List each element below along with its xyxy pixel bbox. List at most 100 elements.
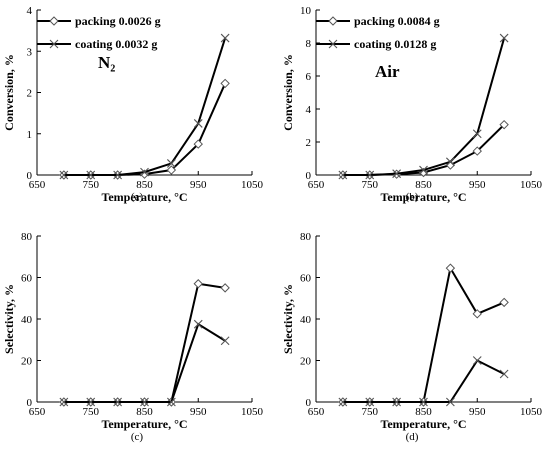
panel-d-x-tick-label: 650 (308, 406, 325, 418)
panel-c-x-tick-label: 750 (83, 406, 100, 418)
panel-c-x-tick-label: 1050 (241, 406, 264, 418)
panel-b-series-1-point-2 (392, 169, 402, 179)
panel-d-x-tick-label: 850 (415, 406, 432, 418)
panel-a-series-1-line (63, 37, 227, 176)
panel-b-y-tick-label: 10 (300, 5, 312, 17)
panel-d-y-tick-label: 80 (300, 231, 312, 243)
panel-a-legend: packing 0.0026 g coating 0.0032 g (37, 14, 161, 51)
panel-c-caption: (c) (131, 431, 144, 443)
panel-c-x-tick-label: 650 (29, 406, 46, 418)
panel-b-series-0-point-5 (472, 146, 482, 156)
panel-b-y-tick-label: 4 (306, 104, 312, 116)
panel-d-y-tick-label: 0 (306, 397, 312, 409)
panel-c-series-1-point-5 (193, 319, 203, 329)
panel-a-y-axis-label: Conversion, % (2, 54, 16, 131)
panel-d-series-1-point-3 (419, 397, 428, 407)
panel-b-series-1-point-1 (365, 170, 375, 180)
panel-c-y-tick-label: 80 (21, 231, 33, 243)
panel-a-y-tick-label: 4 (27, 5, 33, 17)
panel-c-series-0-line (63, 282, 226, 403)
panel-b-x-tick-label: 850 (415, 179, 432, 191)
panel-b-legend-label-1: coating 0.0128 g (354, 37, 436, 51)
panel-b-legend-series-1-point-0 (328, 39, 338, 49)
panel-b-series-1-point-5 (472, 129, 482, 139)
panel-d-series-0-point-5 (472, 309, 482, 319)
panel-c-x-tick-label: 850 (136, 406, 153, 418)
panel-c-series-1-point-4 (166, 397, 176, 407)
panel-b-x-tick-label: 650 (308, 179, 325, 191)
panel-b-annotation: Air (375, 62, 400, 81)
panel-b-legend-label-0: packing 0.0084 g (354, 14, 440, 28)
panel-b-y-tick-label: 6 (306, 71, 312, 83)
panel-a-series-1-point-5 (193, 119, 203, 128)
panel-a-y-tick-label: 0 (27, 170, 33, 182)
panel-d-y-tick-label: 20 (300, 356, 312, 368)
panel-b-y-tick-label: 8 (306, 38, 312, 50)
panel-d-y-tick-label: 40 (300, 314, 312, 326)
panel-b-series-1-point-0 (338, 170, 348, 180)
panel-c: 0 20 40 60 80 650 750 850 950 1050 Temperature, °C… (2, 231, 264, 443)
panel-c-y-tick-label: 60 (21, 273, 33, 285)
panel-d-y-axis-label: Selectivity, % (281, 284, 295, 354)
panel-b-x-tick-label: 950 (469, 179, 486, 191)
panel-d-series-0-line (342, 265, 505, 403)
panel-a: 0 1 2 3 4 650 750 850 950 1050 Temperature, °C Conv… (2, 5, 264, 204)
panel-b-series-1-point-3 (419, 165, 428, 175)
panel-d-series-0-point-6 (499, 297, 509, 308)
panel-a-x-tick-label: 650 (29, 179, 46, 191)
panel-d-series-1-point-1 (365, 397, 375, 407)
panel-d-y-tick-label: 60 (300, 273, 312, 285)
panel-b-x-tick-label: 1050 (520, 179, 543, 191)
panel-b-legend: packing 0.0084 g coating 0.0128 g (316, 14, 440, 51)
panel-a-x-tick-label: 1050 (241, 179, 264, 191)
panel-a-series-1-point-6 (220, 33, 230, 43)
panel-d-series-0-point-4 (445, 263, 456, 273)
panel-c-series-1-point-1 (86, 397, 96, 407)
panel-b-caption: (b) (406, 191, 419, 203)
panel-a-series-1-point-2 (113, 170, 123, 180)
panel-a-series-1-point-0 (59, 170, 69, 180)
panel-b-y-axis-label: Conversion, % (281, 54, 295, 131)
panel-a-series-0-point-4 (166, 165, 177, 175)
panel-d-caption: (d) (406, 431, 419, 443)
panel-b-series-1-point-6 (499, 33, 509, 43)
panel-a-series-0-line (63, 83, 227, 176)
panel-a-y-tick-label: 3 (27, 46, 33, 58)
panel-c-y-tick-label: 40 (21, 314, 33, 326)
panel-d-x-axis-label: Temperature, °C (380, 417, 466, 431)
panel-a-series-1-point-1 (86, 170, 96, 180)
panel-c-x-tick-label: 950 (190, 406, 207, 418)
panel-d-series-1-point-0 (338, 397, 348, 407)
panel-b: 0 2 4 6 8 10 650 750 850 950 1050 Temperature, °C Co… (281, 5, 543, 204)
panel-b-series-1-line (342, 37, 506, 176)
panel-a-legend-series-0-point-0 (49, 16, 59, 26)
panel-a-series-1-point-3 (140, 167, 149, 177)
panel-a-x-tick-label: 850 (136, 179, 153, 191)
panel-a-legend-label-1: coating 0.0032 g (75, 37, 157, 51)
panel-d-series-1-line (342, 359, 505, 403)
panel-c-series-0-point-6 (220, 283, 230, 293)
panel-c-series-1-point-3 (140, 397, 149, 407)
panel-c-y-axis-label: Selectivity, % (2, 284, 16, 354)
panel-d-x-tick-label: 950 (469, 406, 486, 418)
panel-a-x-tick-label: 950 (190, 179, 207, 191)
panel-a-y-tick-label: 2 (27, 88, 33, 100)
panel-b-x-tick-label: 750 (362, 179, 379, 191)
panel-c-series-1-point-2 (113, 397, 123, 407)
panel-b-y-tick-label: 0 (306, 170, 312, 182)
panel-b-series-1-point-4 (445, 157, 455, 167)
panel-c-y-tick-label: 0 (27, 397, 33, 409)
panel-a-series-0-point-6 (220, 78, 230, 89)
panel-a-y-tick-label: 1 (27, 129, 33, 141)
panel-d-series-1-point-4 (445, 397, 455, 407)
panel-b-x-axis-label: Temperature, °C (380, 190, 466, 204)
panel-c-series-1-point-0 (59, 397, 69, 407)
panel-a-caption: (a) (131, 191, 144, 203)
panel-a-legend-series-1-point-0 (49, 39, 59, 49)
panel-d-series-1-point-5 (472, 356, 482, 365)
panel-a-x-axis-label: Temperature, °C (101, 190, 187, 204)
panel-d-series-1-point-2 (392, 397, 402, 407)
panel-a-legend-label-0: packing 0.0026 g (75, 14, 161, 28)
panel-d: 0 20 40 60 80 650 750 850 950 1050 Temperature, °C… (281, 231, 543, 443)
